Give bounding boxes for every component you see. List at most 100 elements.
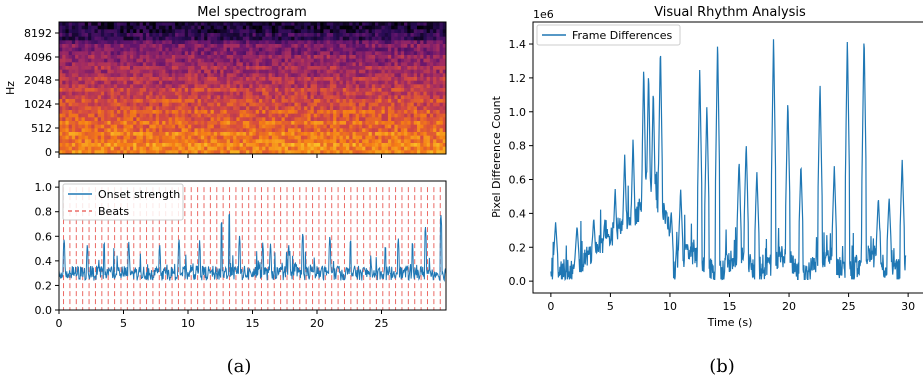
spectrogram-cell — [307, 69, 311, 74]
spectrogram-cell — [68, 77, 73, 82]
spectrogram-cell — [336, 139, 340, 144]
spectrogram-cell — [397, 121, 402, 126]
spectrogram-cell — [317, 106, 321, 111]
spectrogram-cell — [200, 47, 205, 52]
spectrogram-cell — [297, 128, 302, 133]
spectrogram-cell — [181, 51, 186, 56]
spectrogram-cell — [197, 117, 202, 122]
spectrogram-cell — [165, 117, 170, 122]
spectrogram-cell — [326, 77, 331, 82]
spectrogram-cell — [342, 139, 347, 144]
spectrogram-cell — [313, 124, 318, 129]
spectrogram-cell — [239, 80, 244, 85]
spectrogram-cell — [297, 121, 302, 126]
spectrogram-cell — [349, 91, 353, 96]
spectrogram-cell — [281, 36, 286, 41]
spectrogram-cell — [439, 77, 444, 82]
spectrogram-cell — [110, 124, 115, 129]
spectrogram-cell — [88, 91, 92, 96]
spectrogram-cell — [329, 58, 334, 63]
spectrogram-cell — [213, 146, 218, 151]
spectrogram-cell — [433, 146, 437, 151]
spectrogram-cell — [75, 69, 79, 74]
spectrogram-cell — [155, 62, 160, 67]
spectrogram-cell — [375, 95, 379, 100]
spectrogram-cell — [381, 80, 386, 85]
spectrogram-cell — [133, 113, 137, 118]
spectrogram-cell — [220, 106, 224, 111]
spectrogram-cell — [158, 58, 163, 63]
spectrogram-cell — [300, 51, 305, 56]
spectrogram-cell — [191, 80, 195, 85]
spectrogram-cell — [410, 77, 415, 82]
spectrogram-cell — [265, 73, 269, 78]
spectrogram-cell — [110, 106, 115, 111]
spectrogram-cell — [400, 66, 405, 71]
spectrogram-cell — [317, 69, 321, 74]
spectrogram-cell — [387, 58, 392, 63]
spectrogram-cell — [155, 29, 160, 34]
spectrogram-cell — [171, 124, 176, 129]
spectrogram-cell — [252, 80, 257, 85]
spectrogram-cell — [375, 139, 379, 144]
spectrogram-cell — [104, 146, 108, 151]
spectrogram-cell — [59, 146, 63, 151]
spectrogram-cell — [188, 55, 192, 60]
spectrogram-cell — [217, 146, 221, 151]
spectrogram-cell — [71, 128, 76, 133]
spectrogram-cell — [129, 47, 134, 52]
spectrogram-cell — [317, 58, 321, 63]
spectrogram-cell — [436, 99, 440, 104]
spectrogram-cell — [268, 117, 273, 122]
spectrogram-cell — [384, 25, 389, 30]
spectrogram-cell — [139, 128, 144, 133]
spectrogram-cell — [133, 47, 137, 52]
spectrogram-cell — [181, 80, 186, 85]
spectrogram-cell — [365, 121, 369, 126]
spectrogram-cell — [171, 80, 176, 85]
spectrogram-cell — [126, 80, 131, 85]
spectrogram-cell — [346, 91, 350, 96]
spectrogram-cell — [110, 95, 115, 100]
spectrogram-cell — [213, 29, 218, 34]
spectrogram-cell — [165, 88, 170, 93]
spectrogram-cell — [400, 69, 405, 74]
spectrogram-cell — [313, 33, 318, 38]
spectrogram-cell — [265, 91, 269, 96]
spectrogram-cell — [391, 51, 395, 56]
spectrogram-cell — [391, 58, 395, 63]
spectrogram-cell — [246, 84, 250, 89]
spectrogram-cell — [384, 91, 389, 96]
spectrogram-cell — [358, 55, 363, 60]
spectrogram-cell — [171, 84, 176, 89]
spectrogram-cell — [155, 135, 160, 140]
spectrogram-cell — [358, 95, 363, 100]
spectrogram-cell — [88, 139, 92, 144]
spectrogram-cell — [346, 146, 350, 151]
spectrogram-cell — [133, 124, 137, 129]
spectrogram-cell — [126, 40, 131, 45]
spectrogram-cell — [278, 25, 282, 30]
spectrogram-cell — [365, 80, 369, 85]
spectrogram-cell — [346, 110, 350, 115]
spectrogram-cell — [236, 128, 240, 133]
spectrogram-cell — [268, 44, 273, 49]
spectrogram-cell — [155, 150, 160, 155]
spectrogram-cell — [88, 150, 92, 155]
spectrogram-cell — [100, 33, 105, 38]
spectrogram-cell — [184, 113, 189, 118]
spectrogram-cell — [433, 69, 437, 74]
spectrogram-cell — [217, 33, 221, 38]
spectrogram-cell — [113, 36, 118, 41]
spectrogram-cell — [194, 62, 199, 67]
spectrogram-cell — [142, 84, 147, 89]
spectrogram-cell — [355, 99, 360, 104]
spectrogram-cell — [229, 135, 234, 140]
spectrogram-cell — [126, 84, 131, 89]
spectrogram-cell — [313, 69, 318, 74]
spectrogram-cell — [323, 88, 328, 93]
spectrogram-cell — [317, 62, 321, 67]
spectrogram-cell — [91, 146, 95, 151]
spectrogram-cell — [217, 143, 221, 148]
spectrogram-cell — [184, 99, 189, 104]
